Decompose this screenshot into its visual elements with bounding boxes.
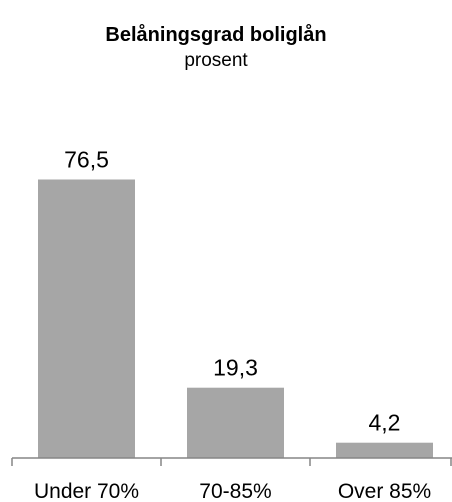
bar: [38, 179, 135, 458]
chart-title: Belåningsgrad boliglån: [105, 23, 326, 46]
plot-area: 76,5 Under 70% 19,3 70-85% 4,2 Over 85%: [11, 147, 452, 502]
data-label: 76,5: [64, 147, 109, 173]
x-tick-label: 70-85%: [199, 480, 271, 502]
data-label: 19,3: [213, 355, 258, 381]
chart-subtitle: prosent: [184, 50, 248, 71]
bar: [336, 442, 433, 458]
bar: [187, 387, 284, 458]
data-label: 4,2: [369, 410, 401, 436]
x-tick-label: Under 70%: [34, 480, 139, 502]
x-tick-label: Over 85%: [338, 480, 431, 502]
